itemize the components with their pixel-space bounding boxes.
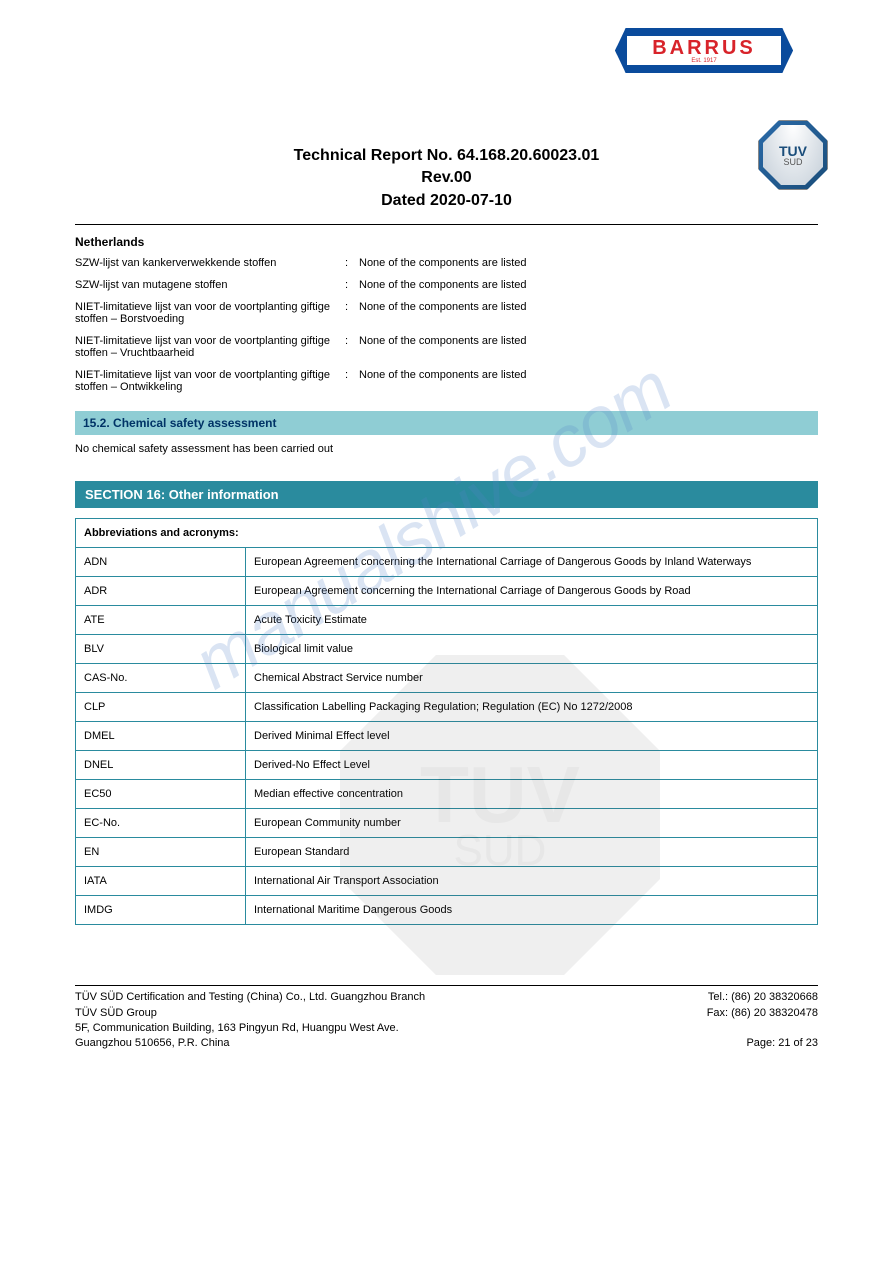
- abbr-key: ADN: [76, 548, 246, 577]
- footer-line: Tel.: (86) 20 38320668: [707, 990, 818, 1005]
- footer-right: Tel.: (86) 20 38320668Fax: (86) 20 38320…: [707, 990, 818, 1052]
- table-row: ADNEuropean Agreement concerning the Int…: [76, 548, 818, 577]
- abbr-key: IMDG: [76, 896, 246, 925]
- table-row: ATEAcute Toxicity Estimate: [76, 606, 818, 635]
- footer-line: Page: 21 of 23: [707, 1036, 818, 1051]
- regulation-value: None of the components are listed: [359, 335, 818, 359]
- table-row: BLVBiological limit value: [76, 635, 818, 664]
- section-15-2-title: 15.2. Chemical safety assessment: [75, 411, 818, 435]
- regulation-label: NIET-limitatieve lijst van voor de voort…: [75, 369, 345, 393]
- abbr-value: European Community number: [246, 809, 818, 838]
- regulation-value: None of the components are listed: [359, 369, 818, 393]
- regulation-row: SZW-lijst van mutagene stoffen:None of t…: [75, 279, 818, 291]
- abbr-value: Chemical Abstract Service number: [246, 664, 818, 693]
- section-15-2-text: No chemical safety assessment has been c…: [75, 435, 818, 459]
- barrus-name: BARRUS: [635, 38, 773, 58]
- abbr-key: BLV: [76, 635, 246, 664]
- abbr-key: EC50: [76, 780, 246, 809]
- abbr-value: Acute Toxicity Estimate: [246, 606, 818, 635]
- regulation-label: NIET-limitatieve lijst van voor de voort…: [75, 335, 345, 359]
- colon-separator: :: [345, 257, 359, 269]
- abbr-key: EC-No.: [76, 809, 246, 838]
- abbr-value: International Maritime Dangerous Goods: [246, 896, 818, 925]
- page-footer: TÜV SÜD Certification and Testing (China…: [75, 985, 818, 1052]
- content-area: TUV SUD manualshive.com TUV SUD Technica…: [60, 125, 833, 1052]
- abbr-header: Abbreviations and acronyms:: [76, 519, 818, 548]
- regulation-value: None of the components are listed: [359, 257, 818, 269]
- abbr-key: DNEL: [76, 751, 246, 780]
- report-header: Technical Report No. 64.168.20.60023.01 …: [75, 125, 818, 222]
- abbr-value: Derived Minimal Effect level: [246, 722, 818, 751]
- tuv-logo: TUV SUD: [758, 120, 828, 190]
- abbr-value: European Standard: [246, 838, 818, 867]
- table-row: CAS-No.Chemical Abstract Service number: [76, 664, 818, 693]
- report-revision: Rev.00: [75, 167, 818, 189]
- regulation-value: None of the components are listed: [359, 279, 818, 291]
- table-row: EC-No.European Community number: [76, 809, 818, 838]
- footer-line: Fax: (86) 20 38320478: [707, 1006, 818, 1021]
- abbr-key: EN: [76, 838, 246, 867]
- table-row: DMELDerived Minimal Effect level: [76, 722, 818, 751]
- footer-line: TÜV SÜD Certification and Testing (China…: [75, 990, 425, 1005]
- regulation-row: NIET-limitatieve lijst van voor de voort…: [75, 301, 818, 325]
- regulation-row: SZW-lijst van kankerverwekkende stoffen:…: [75, 257, 818, 269]
- regulation-row: NIET-limitatieve lijst van voor de voort…: [75, 335, 818, 359]
- regulation-row: NIET-limitatieve lijst van voor de voort…: [75, 369, 818, 393]
- footer-line: [707, 1021, 818, 1036]
- abbr-value: Derived-No Effect Level: [246, 751, 818, 780]
- footer-left: TÜV SÜD Certification and Testing (China…: [75, 990, 425, 1052]
- regulation-label: SZW-lijst van mutagene stoffen: [75, 279, 345, 291]
- document-page: BARRUS Est. 1917 TUV SUD manualshive.com…: [0, 0, 893, 1082]
- table-row: IMDGInternational Maritime Dangerous Goo…: [76, 896, 818, 925]
- colon-separator: :: [345, 369, 359, 393]
- report-date: Dated 2020-07-10: [75, 190, 818, 212]
- regulation-value: None of the components are listed: [359, 301, 818, 325]
- abbr-key: DMEL: [76, 722, 246, 751]
- table-row: IATAInternational Air Transport Associat…: [76, 867, 818, 896]
- abbr-value: Biological limit value: [246, 635, 818, 664]
- barrus-logo: BARRUS Est. 1917: [615, 28, 793, 73]
- abbr-value: European Agreement concerning the Intern…: [246, 577, 818, 606]
- footer-line: 5F, Communication Building, 163 Pingyun …: [75, 1021, 425, 1036]
- colon-separator: :: [345, 335, 359, 359]
- tuv-text-sub: SUD: [783, 158, 802, 167]
- header-rule: [75, 224, 818, 225]
- abbr-value: Median effective concentration: [246, 780, 818, 809]
- abbr-value: European Agreement concerning the Intern…: [246, 548, 818, 577]
- colon-separator: :: [345, 301, 359, 325]
- regulations-list: SZW-lijst van kankerverwekkende stoffen:…: [75, 257, 818, 393]
- colon-separator: :: [345, 279, 359, 291]
- regulation-label: SZW-lijst van kankerverwekkende stoffen: [75, 257, 345, 269]
- regulation-label: NIET-limitatieve lijst van voor de voort…: [75, 301, 345, 325]
- footer-line: Guangzhou 510656, P.R. China: [75, 1036, 425, 1051]
- abbr-key: ATE: [76, 606, 246, 635]
- table-row: CLPClassification Labelling Packaging Re…: [76, 693, 818, 722]
- abbr-key: CLP: [76, 693, 246, 722]
- table-row: DNELDerived-No Effect Level: [76, 751, 818, 780]
- table-row: EC50Median effective concentration: [76, 780, 818, 809]
- abbr-value: Classification Labelling Packaging Regul…: [246, 693, 818, 722]
- tuv-text-main: TUV: [779, 144, 807, 158]
- abbr-key: ADR: [76, 577, 246, 606]
- section-16-title: SECTION 16: Other information: [75, 481, 818, 508]
- table-row: ADREuropean Agreement concerning the Int…: [76, 577, 818, 606]
- abbr-value: International Air Transport Association: [246, 867, 818, 896]
- footer-line: TÜV SÜD Group: [75, 1006, 425, 1021]
- abbr-key: CAS-No.: [76, 664, 246, 693]
- abbr-key: IATA: [76, 867, 246, 896]
- country-heading: Netherlands: [75, 235, 818, 249]
- report-number: Technical Report No. 64.168.20.60023.01: [75, 145, 818, 167]
- table-row: ENEuropean Standard: [76, 838, 818, 867]
- abbreviations-table: Abbreviations and acronyms: ADNEuropean …: [75, 518, 818, 925]
